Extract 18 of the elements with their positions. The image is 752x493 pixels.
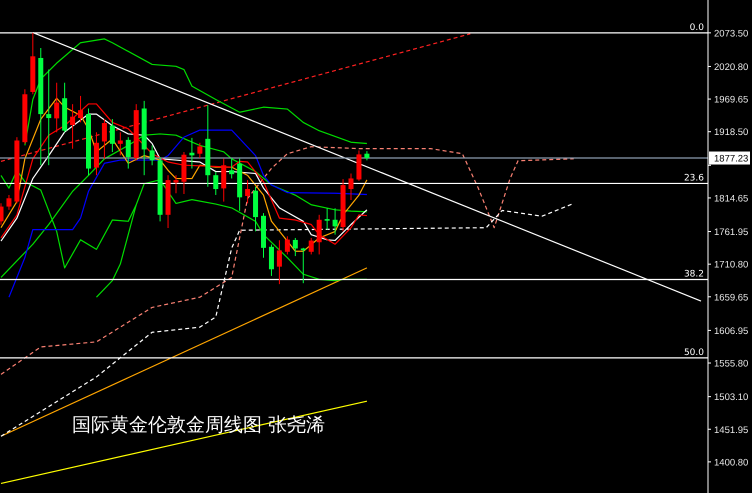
y-tick-label: 1918.50 xyxy=(714,127,748,138)
y-tick-label: 1400.80 xyxy=(714,457,748,468)
y-tick-label: 1503.10 xyxy=(714,392,748,404)
y-tick-label: 1969.65 xyxy=(714,94,748,106)
y-tick-label: 2073.50 xyxy=(714,28,748,40)
y-tick-label: 2020.80 xyxy=(714,62,748,73)
y-tick-label: 1451.95 xyxy=(714,424,748,436)
y-tick-label: 1710.80 xyxy=(714,260,748,271)
annotation: 38.2 xyxy=(684,270,704,280)
ref-line-label: 1877.23 xyxy=(714,154,748,165)
annotation: 50.0 xyxy=(684,348,704,358)
y-tick-label: 1606.95 xyxy=(714,326,748,337)
y-tick-label: 1814.65 xyxy=(714,193,748,204)
y-tick-label: 1659.65 xyxy=(714,292,748,304)
annotation: 0.0 xyxy=(690,22,704,33)
annotation: 23.6 xyxy=(684,173,704,184)
y-tick-label: 1555.80 xyxy=(714,358,748,370)
y-tick-label: 1761.95 xyxy=(714,227,748,238)
